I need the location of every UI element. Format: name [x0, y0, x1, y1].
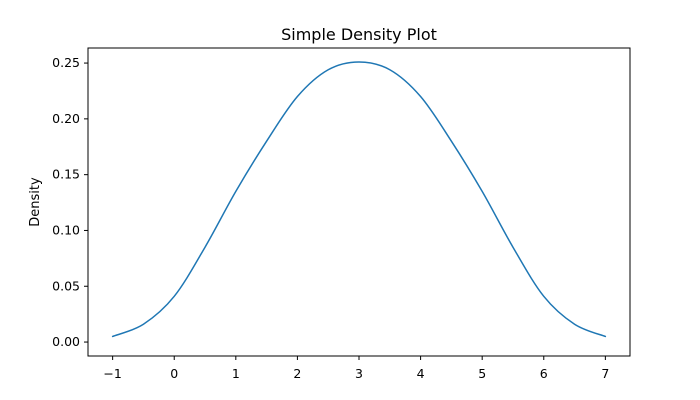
y-axis: 0.00 0.05 0.10 0.15 0.20 0.25 [52, 55, 88, 349]
x-tick-label: 2 [293, 366, 301, 381]
plot-area: −1 0 1 2 3 4 5 6 7 0.00 0.05 0.10 0.15 0.20 0.25 [52, 47, 631, 381]
y-tick-label: 0.25 [52, 55, 80, 70]
x-tick-label: −1 [103, 366, 121, 381]
x-tick-label: 0 [170, 366, 178, 381]
x-tick-label: 5 [478, 366, 486, 381]
density-line [111, 61, 607, 338]
x-tick-label: 4 [417, 366, 425, 381]
x-tick-label: 1 [232, 366, 240, 381]
plot-frame [87, 47, 631, 357]
x-tick-label: 3 [355, 366, 363, 381]
y-tick-label: 0.15 [52, 167, 80, 182]
y-axis-label: Density [28, 177, 43, 227]
x-tick-label: 6 [540, 366, 548, 381]
y-tick-label: 0.10 [52, 222, 80, 237]
y-tick-label: 0.05 [52, 278, 80, 293]
x-tick-label: 7 [601, 366, 609, 381]
chart-title: Simple Density Plot [281, 25, 437, 44]
y-tick-label: 0.00 [52, 334, 80, 349]
y-tick-label: 0.20 [52, 111, 80, 126]
x-axis: −1 0 1 2 3 4 5 6 7 [103, 356, 609, 381]
